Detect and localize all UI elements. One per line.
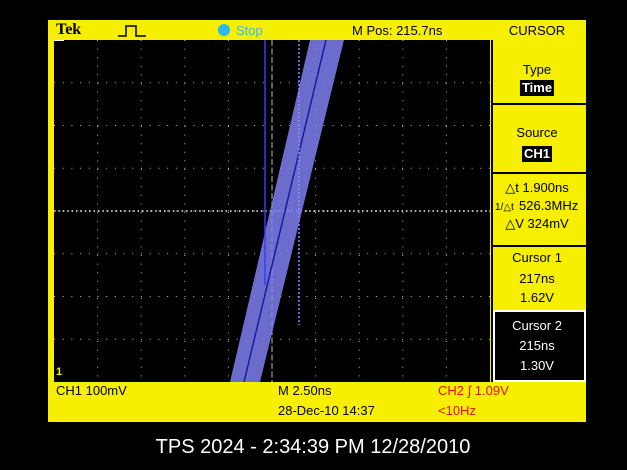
timebase: M 2.50ns <box>278 383 331 399</box>
channel-marker: 1 <box>56 364 62 380</box>
graticule <box>54 40 490 382</box>
menu-value[interactable]: CH1 <box>522 146 552 162</box>
acq-icon <box>118 24 148 38</box>
menu-label[interactable]: Source <box>516 125 557 141</box>
delta-t: △t 1.900ns <box>505 180 568 196</box>
menu-label[interactable]: Type <box>523 62 551 78</box>
cursor1-label[interactable]: Cursor 1 <box>512 250 562 266</box>
brand: Tek <box>56 22 81 38</box>
status: Stop <box>236 23 263 39</box>
cursor1-voltage: 1.62V <box>520 290 554 306</box>
cursor2-voltage: 1.30V <box>520 358 554 374</box>
ch1-scale: CH1 100mV <box>56 383 127 399</box>
delta-v: △V 324mV <box>505 216 568 232</box>
inverse-delta-t: 526.3MHz <box>519 198 578 214</box>
cursor1-time: 217ns <box>519 271 554 287</box>
menu-title: CURSOR <box>509 23 565 39</box>
inverse-symbol: 1/△t <box>495 200 514 216</box>
page: Tek Stop M Pos: 215.7ns CURSOR Type Time… <box>0 0 627 470</box>
cursor2-label[interactable]: Cursor 2 <box>512 318 562 334</box>
footer: TPS 2024 - 2:34:39 PM 12/28/2010 <box>156 436 471 458</box>
status-dot <box>218 24 230 36</box>
date-time: 28-Dec-10 14:37 <box>278 403 375 419</box>
menu-value[interactable]: Time <box>520 80 554 96</box>
cursor2-time: 215ns <box>519 338 554 354</box>
frequency: <10Hz <box>438 403 476 419</box>
trigger: CH2 ∫ 1.09V <box>438 383 509 399</box>
position: M Pos: 215.7ns <box>352 23 442 39</box>
